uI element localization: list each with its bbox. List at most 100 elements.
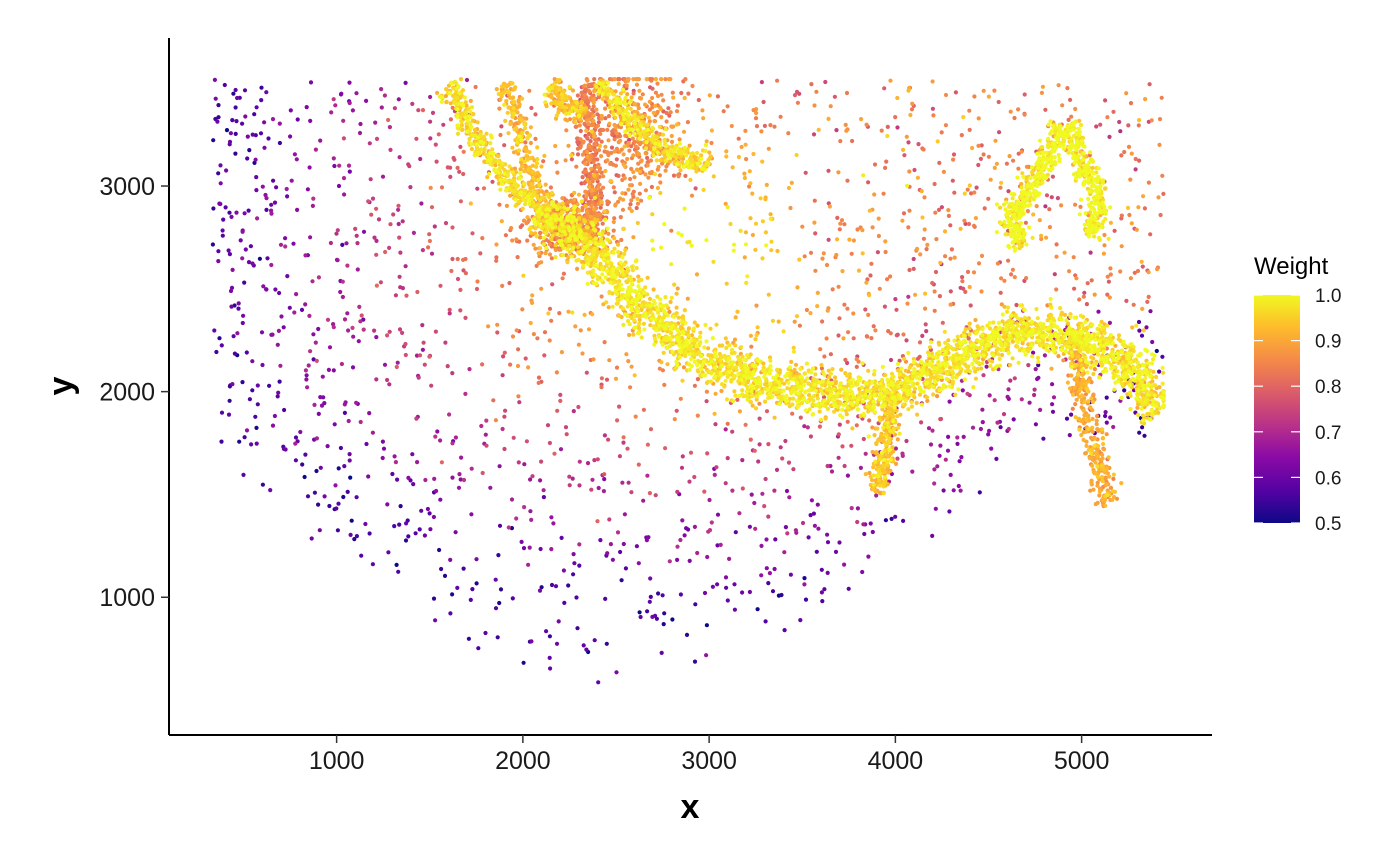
data-point: [335, 258, 340, 263]
data-point: [270, 423, 276, 428]
data-point: [979, 253, 985, 258]
data-point: [620, 191, 625, 196]
data-point: [802, 424, 807, 429]
data-point: [480, 362, 485, 367]
data-point: [787, 495, 792, 500]
data-point: [501, 91, 506, 96]
data-point: [737, 409, 743, 414]
data-point: [219, 343, 224, 348]
data-point: [258, 131, 264, 136]
data-point: [599, 200, 604, 205]
data-point: [558, 447, 564, 452]
data-point: [373, 120, 378, 125]
data-point: [475, 279, 480, 284]
data-point: [846, 330, 851, 335]
data-point: [554, 641, 560, 646]
data-point: [503, 233, 508, 238]
data-point: [558, 398, 563, 403]
data-point: [1100, 497, 1105, 503]
data-point: [575, 626, 580, 631]
data-point: [740, 458, 745, 463]
data-point: [340, 242, 345, 247]
data-point: [839, 367, 844, 372]
data-point: [611, 219, 616, 225]
data-point: [868, 521, 873, 526]
data-point: [1039, 90, 1044, 95]
data-point: [1054, 254, 1059, 259]
data-point: [514, 237, 519, 242]
data-point: [674, 291, 679, 296]
data-point: [873, 328, 878, 333]
data-point: [1082, 399, 1087, 404]
data-point: [687, 479, 692, 484]
data-point: [416, 108, 421, 113]
data-point: [860, 228, 865, 233]
data-point: [904, 338, 909, 343]
data-point: [514, 516, 519, 521]
data-point: [628, 202, 633, 207]
data-point: [871, 486, 876, 492]
data-point: [764, 409, 770, 414]
data-point: [882, 304, 888, 309]
data-point: [632, 139, 637, 144]
data-point: [773, 537, 778, 542]
data-point: [1054, 287, 1059, 292]
data-point: [220, 228, 225, 233]
data-point: [804, 307, 810, 313]
data-point: [347, 100, 352, 106]
data-point: [438, 438, 443, 443]
data-point: [605, 551, 610, 556]
data-point: [636, 151, 642, 157]
data-point: [345, 489, 350, 494]
data-point: [704, 399, 709, 404]
data-point: [876, 438, 881, 443]
data-point: [866, 368, 871, 373]
data-point: [826, 237, 831, 242]
data-point: [470, 587, 475, 592]
data-point: [711, 174, 716, 179]
data-point: [749, 344, 754, 349]
data-point: [433, 142, 438, 147]
data-point: [224, 128, 230, 133]
data-point: [579, 90, 584, 95]
data-point: [667, 159, 673, 164]
data-point: [230, 118, 235, 123]
data-point: [523, 356, 528, 361]
data-point: [545, 423, 551, 428]
data-point: [962, 218, 967, 223]
data-point: [1118, 129, 1123, 134]
data-point: [867, 418, 872, 423]
data-point: [432, 476, 437, 481]
data-point: [517, 102, 522, 107]
data-point: [325, 444, 330, 449]
data-point: [427, 354, 432, 359]
data-point: [549, 547, 554, 552]
data-point: [406, 534, 411, 539]
data-point: [554, 370, 560, 375]
data-point: [591, 118, 596, 123]
data-point: [823, 79, 828, 85]
data-point: [808, 250, 814, 255]
data-point: [580, 152, 586, 157]
data-point: [883, 249, 888, 255]
data-point: [461, 268, 466, 273]
data-point: [1145, 299, 1150, 304]
data-point: [845, 473, 851, 478]
data-point: [725, 456, 730, 461]
data-point: [938, 260, 943, 265]
data-point: [497, 600, 502, 606]
data-point: [1131, 302, 1136, 307]
data-point: [342, 464, 347, 469]
data-point: [615, 418, 620, 423]
data-point: [650, 212, 655, 217]
data-point: [637, 191, 642, 196]
data-point: [754, 124, 760, 129]
data-point: [397, 235, 402, 240]
data-point: [341, 118, 346, 123]
data-point: [1105, 292, 1110, 297]
data-point: [872, 192, 877, 197]
data-point: [999, 180, 1004, 185]
data-point: [601, 185, 606, 190]
data-point: [653, 103, 658, 108]
data-point: [510, 596, 515, 601]
